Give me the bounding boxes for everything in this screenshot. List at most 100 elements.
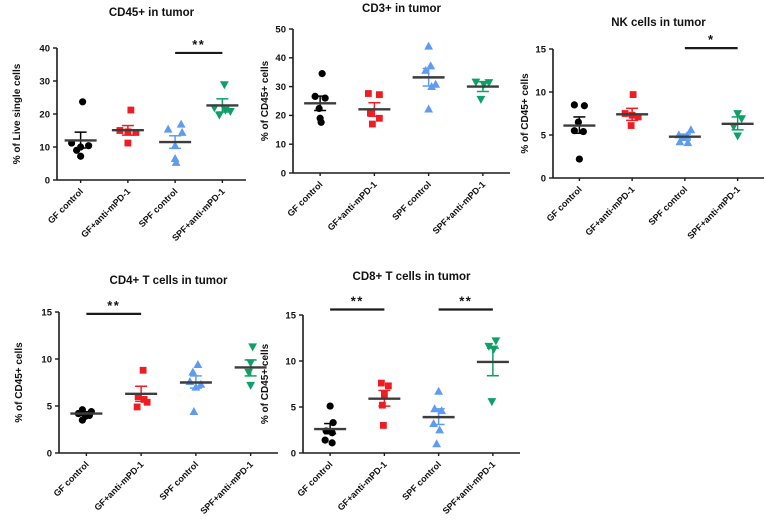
significance-label: **: [192, 37, 205, 52]
chart-title: CD4+ T cells in tumor: [110, 275, 228, 287]
y-tick-label: 50: [275, 24, 286, 35]
x-tick-label: GF control: [285, 179, 324, 218]
x-tick-label: SPF+anti-mPD-1: [198, 459, 255, 516]
x-tick-label: GF control: [295, 459, 334, 498]
data-point: [378, 401, 386, 409]
y-tick-label: 0: [291, 448, 296, 459]
data-point: [326, 402, 334, 410]
data-point: [79, 98, 87, 106]
x-tick-label: SPF control: [400, 459, 443, 502]
y-tick-label: 40: [275, 53, 286, 64]
y-tick-label: 20: [275, 111, 286, 122]
data-point: [368, 120, 376, 128]
y-tick-label: 20: [39, 109, 50, 120]
x-tick-label: GF+anti-mPD-1: [79, 186, 132, 239]
data-point: [214, 111, 224, 120]
x-tick-label: GF control: [545, 184, 584, 223]
data-point: [434, 386, 444, 395]
data-point: [318, 70, 326, 78]
data-point: [77, 152, 85, 160]
data-point: [132, 129, 140, 136]
data-point: [686, 125, 696, 134]
x-tick-label: GF control: [52, 459, 91, 498]
data-point: [189, 407, 199, 416]
x-tick-label: SPF control: [646, 184, 689, 227]
y-axis-label: % of CD45+ cells: [260, 343, 271, 424]
data-point: [133, 403, 141, 411]
data-point: [421, 65, 431, 74]
data-point: [575, 155, 583, 163]
chart-title: CD45+ in tumor: [109, 7, 195, 19]
data-point: [317, 118, 325, 126]
data-point: [424, 41, 434, 50]
data-point: [675, 137, 685, 146]
y-axis-label: % of CD45+ cells: [14, 342, 25, 423]
data-point: [127, 106, 135, 114]
data-point: [377, 379, 385, 387]
x-tick-label: SPF control: [137, 186, 180, 229]
x-tick-label: SPF control: [157, 459, 200, 502]
data-point: [163, 124, 173, 133]
data-point: [570, 127, 578, 135]
data-point: [366, 109, 374, 117]
data-point: [479, 80, 489, 89]
chart-cd4-panel: CD4+ T cells in tumor % of CD45+ cells 0 5 1…: [0, 262, 312, 524]
data-point: [574, 118, 582, 126]
data-point: [246, 381, 256, 390]
x-tick-label: GF+anti-mPD-1: [336, 459, 389, 512]
data-point: [219, 81, 229, 90]
data-point: [139, 366, 147, 374]
x-tick-label: GF control: [46, 186, 85, 225]
y-axis-label: % of Live single cells: [12, 63, 23, 164]
data-point: [171, 157, 181, 166]
chart-nk-panel: NK cells in tumor % of CD45+ cells 0 5 10 15 G…: [514, 0, 770, 258]
y-tick-label: 15: [285, 310, 296, 321]
chart-cd45-panel: CD45+ in tumor % of Live single cells 0 10 2…: [0, 0, 256, 258]
y-tick-label: 40: [39, 43, 50, 54]
data-point: [487, 398, 497, 407]
data-point: [426, 61, 436, 70]
data-point: [471, 78, 481, 87]
data-point: [329, 419, 337, 427]
data-point: [570, 101, 578, 109]
y-tick-label: 0: [47, 448, 52, 459]
data-point: [579, 127, 587, 136]
chart-title: NK cells in tumor: [611, 17, 706, 29]
data-point: [489, 345, 499, 354]
significance-label: **: [107, 298, 120, 313]
x-tick-label: SPF+anti-mPD-1: [431, 179, 488, 236]
significance-label: **: [351, 293, 364, 308]
x-tick-label: GF+anti-mPD-1: [92, 459, 145, 512]
data-point: [384, 382, 392, 390]
chart-cd8: CD8+ T cells in tumor % of CD45+ cells 0 5 1…: [260, 271, 520, 516]
data-point: [188, 367, 198, 376]
y-tick-label: 0: [281, 168, 286, 179]
data-point: [170, 153, 180, 162]
data-point: [328, 439, 336, 447]
data-point: [683, 138, 693, 147]
y-tick-label: 15: [41, 307, 52, 318]
data-point: [248, 343, 258, 352]
data-point: [627, 122, 635, 129]
x-tick-label: SPF+anti-mPD-1: [685, 184, 742, 241]
data-point: [429, 418, 439, 427]
data-point: [379, 422, 387, 429]
data-point: [78, 416, 86, 424]
data-point: [193, 360, 203, 369]
data-point: [491, 337, 501, 346]
data-point: [177, 127, 187, 136]
chart-cd8-panel: CD8+ T cells in tumor % of CD45+ cells 0 5 1…: [250, 262, 562, 524]
data-point: [321, 436, 329, 444]
significance-label: **: [459, 293, 472, 308]
data-point: [375, 114, 383, 122]
y-axis-label: % of CD45+ cells: [260, 60, 271, 141]
data-point: [733, 132, 743, 141]
y-tick-label: 10: [41, 354, 52, 365]
data-point: [225, 107, 235, 116]
data-point: [196, 379, 206, 388]
data-point: [634, 113, 642, 121]
data-point: [375, 91, 383, 99]
x-tick-label: GF+anti-mPD-1: [326, 179, 379, 232]
data-point: [432, 439, 442, 448]
